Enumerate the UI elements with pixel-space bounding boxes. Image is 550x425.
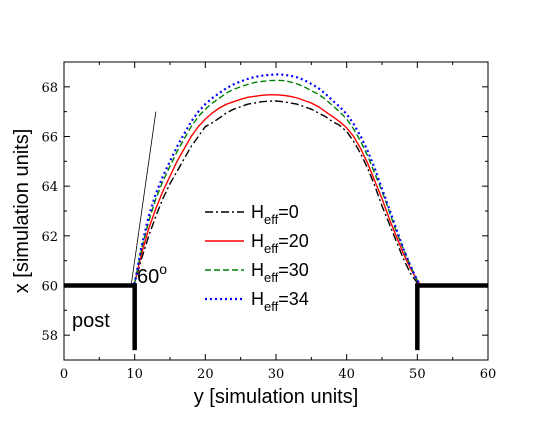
y-tick-label-1: 60 [41, 280, 58, 295]
legend-label-3: Heff=34 [251, 289, 309, 314]
x-tick-label-6: 60 [480, 367, 497, 382]
y-tick-label-5: 68 [41, 81, 58, 96]
x-tick-label-2: 20 [197, 367, 214, 382]
legend-label-main-3: H [251, 289, 264, 309]
x-axis-title: y [simulation units] [194, 386, 359, 408]
legend-label-sub-1: eff [264, 241, 279, 256]
y-ticks: 58 60 62 64 66 68 [41, 81, 488, 344]
legend-label-main-0: H [251, 202, 264, 222]
legend-label-tail-1: =20 [278, 231, 309, 251]
series-line-2 [64, 79, 488, 287]
plot-content [64, 73, 488, 287]
x-tick-label-1: 10 [126, 367, 143, 382]
legend-label-2: Heff=30 [251, 260, 309, 285]
angle-degree-mark: o [159, 261, 167, 277]
y-axis-title: x [simulation units] [11, 129, 33, 294]
legend-label-tail-3: =34 [278, 289, 309, 309]
legend-label-sub-2: eff [264, 270, 279, 285]
legend-label-tail-2: =30 [278, 260, 309, 280]
legend-label-main-1: H [251, 231, 264, 251]
y-tick-label-2: 62 [41, 230, 58, 245]
legend-label-1: Heff=20 [251, 231, 309, 256]
series-line-1 [64, 94, 488, 287]
angle-value: 60 [137, 266, 159, 288]
y-tick-label-0: 58 [41, 329, 58, 344]
posts-layer [64, 283, 488, 351]
legend-label-sub-3: eff [264, 299, 279, 314]
post-wall-1 [415, 283, 488, 351]
x-tick-label-3: 30 [268, 367, 285, 382]
legend-label-main-2: H [251, 260, 264, 280]
plot-frame [63, 61, 489, 361]
y-tick-label-3: 64 [41, 180, 58, 195]
legend-label-0: Heff=0 [251, 202, 299, 227]
tangent-line [130, 111, 157, 286]
legend-label-tail-0: =0 [278, 202, 299, 222]
post-wall-0 [64, 283, 137, 351]
angle-annotation: 60o [137, 261, 167, 288]
y-tick-label-4: 66 [41, 131, 58, 146]
x-ticks: 0 10 20 30 40 50 60 [60, 62, 496, 382]
post-label: post [72, 310, 110, 332]
x-tick-label-4: 40 [338, 367, 355, 382]
x-tick-label-0: 0 [60, 367, 68, 382]
x-tick-label-5: 50 [409, 367, 426, 382]
legend-label-sub-0: eff [264, 212, 279, 227]
series-line-0 [64, 100, 488, 287]
